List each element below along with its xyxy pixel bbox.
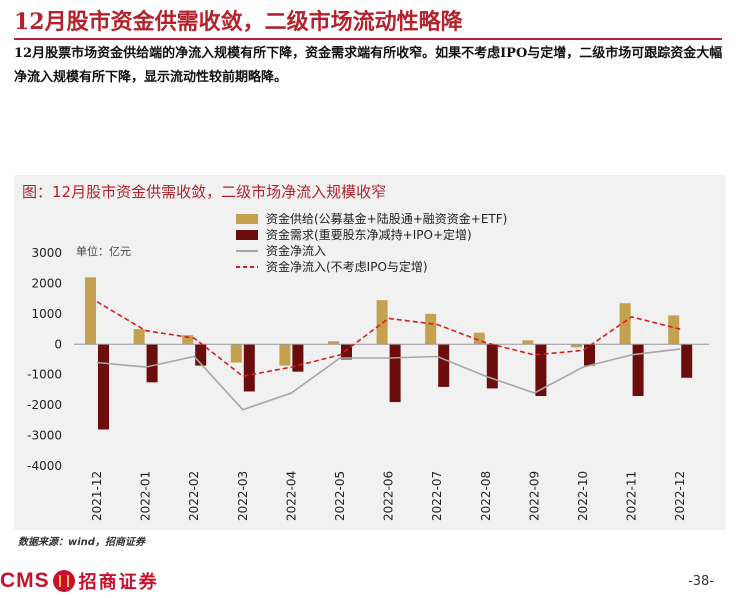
legend-label-supply: 资金供给(公募基金+陆股通+融资资金+ETF) bbox=[266, 211, 507, 226]
demand-bar bbox=[535, 344, 547, 397]
supply-bar bbox=[668, 315, 680, 345]
x-tick-label: 2022-05 bbox=[333, 471, 347, 521]
net-inflow-ex-ipo-line bbox=[96, 301, 681, 378]
x-tick-label: 2022-08 bbox=[479, 471, 493, 521]
y-tick-label: -2000 bbox=[27, 398, 62, 412]
demand-bar bbox=[681, 344, 693, 378]
demand-bar bbox=[243, 344, 255, 392]
page-number: -38- bbox=[688, 574, 714, 589]
logo-seal-icon bbox=[52, 570, 75, 592]
legend-label-demand: 资金需求(重要股东净减持+IPO+定增) bbox=[266, 227, 472, 242]
demand-bar bbox=[195, 344, 207, 366]
y-tick-label: -1000 bbox=[27, 368, 62, 382]
demand-bar bbox=[632, 344, 644, 397]
y-tick-label: 0 bbox=[54, 337, 62, 351]
x-tick-label: 2022-07 bbox=[430, 471, 444, 521]
y-tick-label: 2000 bbox=[31, 276, 62, 290]
x-tick-label: 2022-06 bbox=[382, 471, 396, 521]
summary-text: 12月股票市场资金供给端的净流入规模有所下降，资金需求端有所收窄。如果不考虑IP… bbox=[14, 46, 723, 85]
legend-label-net-ex: 资金净流入(不考虑IPO与定增) bbox=[266, 259, 428, 274]
demand-bar bbox=[146, 344, 158, 383]
supply-bar bbox=[473, 332, 485, 345]
legend-label-net: 资金净流入 bbox=[266, 243, 326, 258]
x-tick-label: 2022-01 bbox=[139, 471, 153, 521]
supply-bar bbox=[376, 300, 388, 345]
demand-bar bbox=[438, 344, 450, 387]
x-tick-label: 2021-12 bbox=[90, 471, 104, 521]
legend-swatch-supply bbox=[236, 214, 258, 224]
x-tick-label: 2022-10 bbox=[576, 471, 590, 521]
chart-title: 图：12月股市资金供需收敛，二级市场净流入规模收窄 bbox=[22, 183, 386, 201]
page-title: 12月股市资金供需收敛，二级市场流动性略降 bbox=[14, 9, 463, 35]
net-inflow-line bbox=[96, 348, 681, 411]
chart-panel: 图：12月股市资金供需收敛，二级市场净流入规模收窄单位：亿元 3000 2000 10… bbox=[14, 175, 726, 530]
demand-bar bbox=[292, 344, 304, 372]
supply-bar bbox=[328, 341, 339, 345]
legend-swatch-demand bbox=[236, 230, 258, 240]
x-tick-label: 2022-11 bbox=[625, 471, 639, 521]
x-tick-label: 2022-09 bbox=[527, 471, 541, 521]
title-divider bbox=[14, 38, 722, 40]
x-tick-label: 2022-03 bbox=[236, 471, 250, 521]
demand-bar bbox=[341, 344, 352, 360]
logo-cms-text: CMS bbox=[0, 569, 50, 592]
supply-bar bbox=[85, 277, 96, 345]
y-tick-label: 3000 bbox=[31, 246, 62, 260]
x-tick-label: 2022-02 bbox=[187, 471, 201, 521]
company-logo: CMS 招商证券 bbox=[0, 566, 159, 596]
supply-bar bbox=[425, 313, 437, 345]
unit-label: 单位：亿元 bbox=[76, 244, 131, 258]
supply-bar bbox=[522, 340, 534, 345]
supply-bar bbox=[133, 329, 145, 345]
demand-bar bbox=[486, 344, 498, 389]
supply-bar bbox=[571, 344, 582, 348]
x-tick-label: 2022-12 bbox=[673, 471, 687, 521]
demand-bar bbox=[584, 344, 595, 366]
x-tick-label: 2022-04 bbox=[284, 471, 298, 521]
supply-bar bbox=[230, 344, 242, 363]
y-tick-label: -4000 bbox=[27, 459, 62, 473]
y-tick-label: -3000 bbox=[27, 429, 62, 443]
supply-bar bbox=[182, 335, 194, 345]
supply-bar bbox=[279, 344, 291, 366]
logo-cn-text: 招商证券 bbox=[78, 572, 159, 593]
y-tick-label: 1000 bbox=[31, 307, 62, 321]
demand-bar bbox=[389, 344, 401, 403]
data-source: 数据来源：wind，招商证券 bbox=[18, 537, 145, 548]
supply-bar bbox=[619, 303, 631, 345]
demand-bar bbox=[98, 344, 109, 430]
